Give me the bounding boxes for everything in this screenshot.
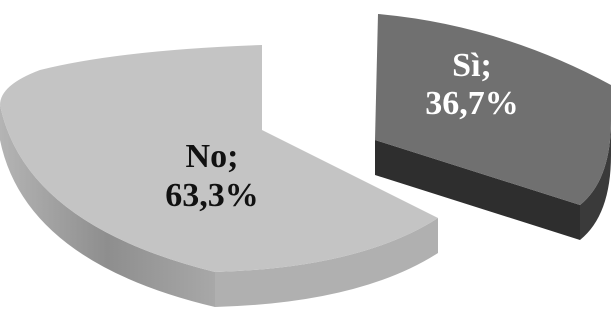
pie-slice-si-side-outer xyxy=(580,120,611,240)
slice-label-no-value: 63,3% xyxy=(165,177,259,214)
pie-slice-no xyxy=(0,45,438,307)
pie-slice-no-top xyxy=(0,45,438,272)
slice-label-si-name: Sì; xyxy=(452,47,492,84)
pie-slice-si-top xyxy=(375,14,611,205)
pie-slice-no-side-right xyxy=(215,218,438,307)
pie-slice-si-side-inner xyxy=(375,140,580,240)
slice-label-no-name: No; xyxy=(186,138,239,175)
slice-label-si-value: 36,7% xyxy=(425,85,519,122)
pie-slice-si xyxy=(375,14,611,240)
pie-slice-no-side-left xyxy=(0,105,215,307)
